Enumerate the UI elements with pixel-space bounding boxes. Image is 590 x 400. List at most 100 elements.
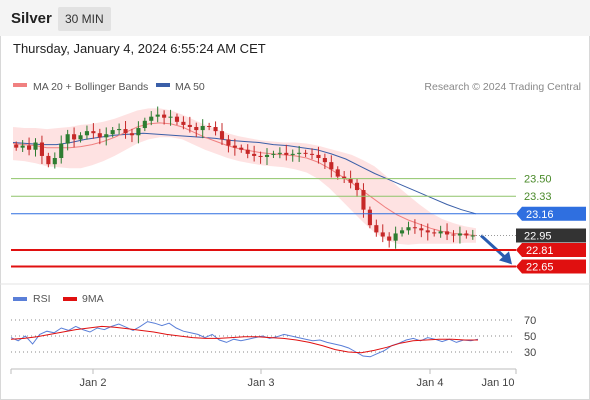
candle-body	[316, 154, 321, 158]
current-price-tag	[516, 228, 586, 243]
candle-body	[187, 124, 192, 127]
bollinger-band	[13, 108, 476, 245]
timestamp: Thursday, January 4, 2024 6:55:24 AM CET	[13, 41, 266, 56]
ma20-line	[12, 122, 477, 236]
level-tag-support	[516, 242, 586, 257]
candle-body	[65, 134, 70, 144]
ma20-legend-swatch	[13, 83, 27, 87]
level-tag-pivot	[516, 206, 586, 221]
timeframe-badge[interactable]: 30 MIN	[58, 7, 111, 31]
candle-body	[213, 127, 218, 132]
candle-body	[380, 232, 385, 237]
candle-body	[33, 142, 38, 150]
candle-body	[149, 116, 154, 121]
candle-body	[91, 131, 96, 134]
rsi-tick-label: 50	[524, 331, 536, 343]
ma50-line	[12, 132, 477, 215]
time-tick-label: Jan 10	[481, 377, 514, 389]
candle-body	[258, 155, 263, 157]
candle-body	[264, 154, 270, 157]
candle-body	[129, 133, 135, 136]
candle-body	[425, 230, 430, 233]
forecast-arrow-head	[499, 251, 512, 265]
candle-body	[393, 233, 398, 241]
ma50-legend-swatch	[156, 83, 170, 87]
rsi-ma-legend-label: 9MA	[82, 293, 104, 305]
candle-body	[123, 129, 128, 134]
candle-body	[200, 125, 205, 131]
candle-body	[387, 236, 392, 241]
candle-body	[97, 133, 102, 138]
candle-body	[322, 158, 327, 163]
rsi-legend-swatch	[13, 297, 27, 301]
candle-body	[110, 130, 115, 135]
level-label-resistance: 23.50	[524, 174, 552, 186]
header-bar: Silver 30 MIN	[0, 0, 590, 36]
ma50-legend-label: MA 50	[175, 81, 205, 93]
candle-body	[303, 152, 308, 154]
candle-body	[136, 128, 141, 136]
candle-body	[39, 142, 44, 156]
candle-body	[277, 152, 282, 154]
candle-body	[226, 139, 231, 146]
candle-body	[457, 233, 462, 236]
price-levels: 23.50 23.33 23.16 22.95 22.81 22.65	[11, 174, 586, 274]
level-label-support: 22.65	[526, 262, 554, 274]
candle-body	[297, 152, 302, 154]
candle-body	[78, 135, 83, 140]
candle-body	[354, 182, 360, 191]
candle-body	[399, 230, 405, 234]
time-tick-label: Jan 3	[248, 377, 275, 389]
candle-body	[72, 134, 77, 140]
candle-body	[162, 114, 167, 118]
level-label-pivot: 23.16	[526, 209, 554, 221]
candle-body	[239, 147, 244, 150]
candle-body	[84, 131, 90, 136]
candle-body	[27, 145, 32, 150]
candle-body	[168, 116, 173, 118]
candle-body	[406, 227, 411, 231]
candle-body	[20, 145, 25, 148]
time-tick-label: Jan 4	[417, 377, 444, 389]
candle-body	[142, 120, 147, 129]
candle-body	[52, 158, 57, 165]
candle-body	[419, 228, 424, 231]
rsi-tick-label: 70	[524, 315, 536, 327]
candle-body	[284, 152, 289, 155]
rsi-ma-line	[10, 325, 478, 354]
candle-body	[46, 155, 51, 165]
candle-body	[290, 153, 295, 155]
candle-body	[470, 235, 475, 237]
time-tick-label: Jan 2	[80, 377, 107, 389]
forecast-arrow-shaft	[479, 234, 507, 259]
current-price-label: 22.95	[524, 231, 552, 243]
candle-body	[374, 225, 379, 233]
rsi-tick-label: 30	[524, 347, 536, 359]
candle-body	[348, 178, 353, 183]
level-tag-support	[516, 259, 586, 274]
candle-body	[432, 232, 437, 234]
candle-body	[438, 231, 443, 234]
candle-body	[412, 227, 417, 229]
candle-body	[207, 125, 212, 127]
copyright-text: Research © 2024 Trading Central	[424, 81, 581, 93]
candle-body	[104, 134, 109, 138]
rsi-line	[10, 321, 479, 358]
candle-body	[361, 190, 366, 210]
candle-body	[117, 129, 122, 131]
candle-body	[309, 153, 315, 155]
time-axis-labels: Jan 2 Jan 3 Jan 4 Jan 10	[10, 369, 517, 389]
candle-body	[14, 144, 19, 148]
candle-body	[219, 131, 225, 140]
candle-body	[329, 162, 334, 170]
candle-body	[271, 153, 276, 155]
rsi-legend-label: RSI	[33, 293, 51, 305]
candle-body	[245, 149, 250, 154]
candle-body	[155, 114, 160, 117]
candle-body	[232, 145, 237, 148]
ma20-legend-label: MA 20 + Bollinger Bands	[33, 81, 148, 93]
candle-body	[335, 169, 340, 177]
candle-body	[367, 209, 372, 226]
price-plot	[12, 106, 512, 265]
